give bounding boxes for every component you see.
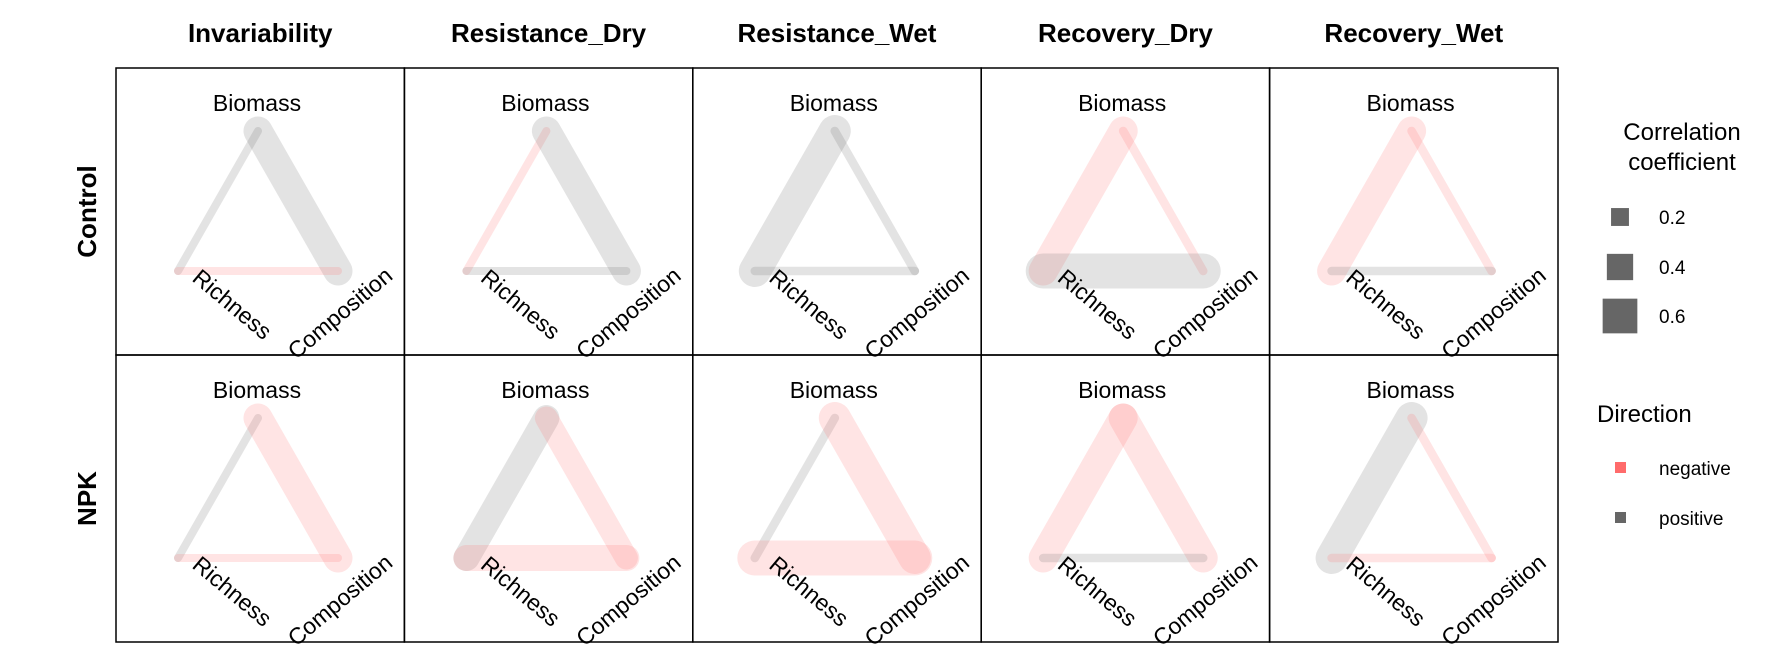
edge-biomass-richness [174,127,262,275]
panel-control-recovery-wet: Biomass Richness Composition [1268,67,1559,364]
node-label-composition: Composition [1436,549,1551,651]
edge-biomass-richness [738,115,851,287]
edge-biomass-composition [1407,413,1496,563]
edge-biomass-composition [1407,126,1496,276]
node-label-richness: Richness [1341,551,1430,632]
node-label-richness: Richness [1341,264,1430,345]
edge-biomass-composition [1118,126,1208,276]
edge-biomass-richness [174,414,262,562]
row-title-npk: NPK [72,471,102,526]
legend: Correlation coefficient 0.2 0.4 0.6 Direction… [1597,119,1741,530]
panel-control-resistance-wet: Biomass Richness Composition [692,67,982,364]
node-label-biomass: Biomass [1366,90,1454,116]
edge-biomass-richness [1315,402,1428,574]
legend-direction-label: positive [1659,509,1723,530]
legend-direction-key-positive [1615,512,1626,523]
column-title-resistance-wet: Resistance_Wet [738,18,937,48]
panel-border [1268,354,1559,643]
legend-size-label: 0.2 [1659,208,1685,229]
column-title-resistance-dry: Resistance_Dry [451,18,647,48]
legend-direction-label: negative [1659,459,1731,480]
edge-biomass-richness [1028,116,1138,286]
legend-size-key-0-2 [1611,208,1629,226]
legend-direction-key-negative [1615,462,1626,473]
column-title-invariability: Invariability [188,18,333,48]
node-label-biomass: Biomass [1366,377,1454,403]
legend-direction-title: Direction [1597,401,1692,428]
edge-biomass-composition [531,116,641,286]
node-label-composition: Composition [1436,262,1551,364]
node-label-richness: Richness [188,264,277,345]
row-title-control: Control [72,165,102,257]
edge-biomass-richness [462,127,551,275]
node-label-biomass: Biomass [1078,377,1166,403]
legend-size-label: 0.6 [1659,307,1685,328]
node-label-biomass: Biomass [213,90,301,116]
edge-biomass-richness [453,405,560,571]
edge-biomass-composition [818,402,931,574]
legend-size-key-0-6 [1602,298,1638,334]
edge-biomass-composition [243,116,353,286]
edge-biomass-richness [1317,116,1427,286]
column-title-recovery-dry: Recovery_Dry [1038,18,1213,48]
node-label-richness: Richness [765,264,854,345]
row-titles: Control NPK [72,165,102,526]
node-label-biomass: Biomass [1078,90,1166,116]
edge-biomass-richness [1028,403,1138,573]
node-label-biomass: Biomass [501,377,589,403]
column-title-recovery-wet: Recovery_Wet [1324,18,1503,48]
legend-size-key-0-4 [1606,253,1634,281]
node-label-richness: Richness [476,264,565,345]
edge-biomass-composition [534,406,638,570]
node-label-richness: Richness [1053,551,1142,632]
node-label-composition: Composition [859,262,974,364]
edge-biomass-composition [1108,403,1218,573]
edge-biomass-composition [830,126,920,276]
legend-size-label: 0.4 [1659,258,1686,279]
edge-biomass-composition [243,403,353,573]
column-titles: Invariability Resistance_Dry Resistance_We… [188,18,1504,48]
node-label-biomass: Biomass [213,377,301,403]
edge-biomass-richness [750,413,840,563]
node-label-richness: Richness [188,551,277,632]
panel-npk-recovery-wet: Biomass Richness Composition [1268,354,1559,651]
node-label-biomass: Biomass [790,90,878,116]
node-label-biomass: Biomass [790,377,878,403]
legend-size-title: Correlation coefficient [1623,119,1740,176]
node-label-biomass: Biomass [501,90,589,116]
